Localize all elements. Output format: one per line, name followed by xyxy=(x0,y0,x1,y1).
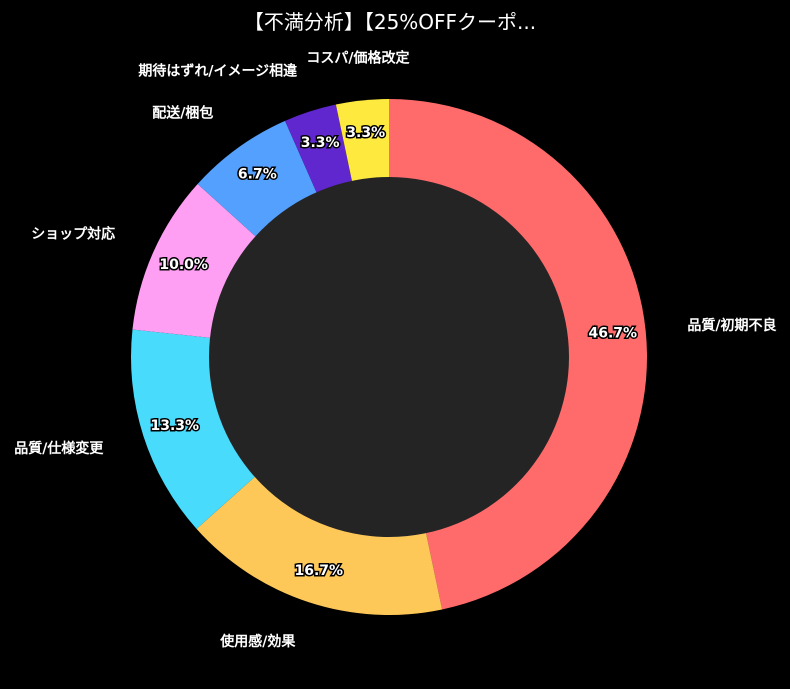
labels-group: 46.7% 品質/初期不良 16.7% 使用感/効果 13.3% 品質/仕様変更 10.0%… xyxy=(14,50,776,650)
category-label-5: 配送/梱包 xyxy=(152,105,213,122)
category-label-2: 使用感/効果 xyxy=(219,633,296,650)
value-label-5: 6.7% xyxy=(238,167,277,183)
chart-title: 【不満分析】【25%OFFクーポ... xyxy=(244,10,536,34)
donut-hole xyxy=(209,177,569,537)
value-label-7: 3.3% xyxy=(346,125,385,141)
category-label-1: 品質/初期不良 xyxy=(687,317,776,334)
category-label-7: コスパ/価格改定 xyxy=(306,50,409,67)
category-label-3: 品質/仕様変更 xyxy=(14,440,104,457)
category-label-6: 期待はずれ/イメージ相違 xyxy=(138,62,297,79)
value-label-4: 10.0% xyxy=(159,257,208,273)
value-label-6: 3.3% xyxy=(301,135,340,151)
category-label-4: ショップ対応 xyxy=(31,225,115,242)
value-label-3: 13.3% xyxy=(151,418,200,434)
value-label-2: 16.7% xyxy=(295,563,344,579)
value-label-1: 46.7% xyxy=(589,326,638,342)
